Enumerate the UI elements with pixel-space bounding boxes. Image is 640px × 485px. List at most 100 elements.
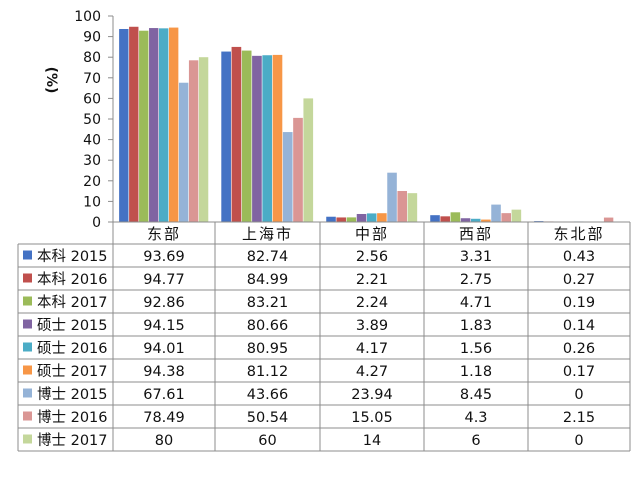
legend-label: 博士 2017	[37, 432, 108, 449]
bar	[282, 132, 293, 222]
legend-swatch	[23, 388, 32, 398]
bar	[119, 28, 129, 223]
bar	[303, 98, 314, 222]
legend-swatch	[23, 319, 32, 329]
bar	[407, 193, 418, 222]
category-label: 东北部	[553, 225, 604, 243]
data-label: 14	[363, 433, 381, 449]
bar	[501, 213, 511, 222]
bar	[129, 26, 139, 222]
y-tick-label: 60	[83, 91, 101, 107]
data-label: 80.95	[247, 341, 289, 357]
y-tick-label: 20	[83, 174, 101, 190]
bar	[397, 190, 407, 222]
category-label: 上海市	[242, 225, 293, 243]
data-label: 3.89	[356, 318, 388, 334]
y-tick-label: 80	[83, 50, 101, 66]
legend-label: 硕士 2015	[37, 317, 108, 334]
data-label: 4.3	[464, 410, 487, 426]
data-label: 67.61	[143, 387, 185, 403]
legend-swatch	[23, 434, 32, 444]
bar	[430, 215, 440, 222]
data-label: 94.01	[143, 341, 185, 357]
legend-label: 博士 2015	[37, 386, 108, 403]
bar	[178, 82, 189, 223]
bar	[366, 213, 377, 222]
data-label: 50.54	[247, 410, 289, 426]
bar	[460, 218, 471, 222]
legend-label: 博士 2016	[37, 409, 108, 426]
y-tick-label: 100	[74, 9, 101, 25]
y-tick-label: 90	[83, 30, 101, 46]
bar	[336, 217, 346, 222]
data-label: 23.94	[351, 387, 393, 403]
bar	[252, 55, 262, 223]
bar	[326, 216, 336, 222]
legend-label: 硕士 2017	[37, 363, 108, 380]
data-label: 4.17	[356, 341, 388, 357]
data-label: 94.15	[143, 318, 185, 334]
data-label: 92.86	[143, 295, 185, 311]
data-label: 2.15	[563, 410, 595, 426]
legend-swatch	[23, 250, 32, 260]
bar	[231, 46, 242, 223]
bar	[387, 172, 397, 222]
bar	[470, 218, 481, 222]
y-axis-label: (%)	[43, 67, 59, 94]
bar	[188, 60, 199, 222]
bar	[198, 57, 209, 223]
data-label: 60	[258, 433, 276, 449]
y-tick-label: 70	[83, 71, 101, 87]
data-label: 15.05	[351, 410, 393, 426]
data-label: 2.21	[356, 272, 388, 288]
data-label: 0.26	[563, 341, 595, 357]
data-label: 1.83	[460, 318, 492, 334]
bar	[221, 51, 231, 222]
bar	[293, 117, 303, 222]
y-tick-label: 40	[83, 133, 101, 149]
data-label: 1.18	[460, 364, 492, 380]
y-tick-label: 0	[92, 215, 101, 231]
data-label: 2.24	[356, 295, 388, 311]
data-label: 80	[155, 433, 173, 449]
data-label: 0.43	[563, 249, 595, 265]
data-label: 1.56	[460, 341, 492, 357]
data-label: 84.99	[247, 272, 289, 288]
data-label: 0.27	[563, 272, 595, 288]
data-label: 43.66	[247, 387, 289, 403]
bar	[168, 27, 179, 223]
data-label: 4.27	[356, 364, 388, 380]
data-label: 81.12	[247, 364, 289, 380]
legend-label: 本科 2015	[37, 248, 108, 265]
category-label: 西部	[459, 225, 493, 243]
y-tick-label: 10	[83, 194, 101, 210]
bar	[511, 209, 522, 222]
data-label: 0	[574, 433, 583, 449]
bar	[262, 55, 273, 223]
bar	[149, 28, 159, 223]
legend-swatch	[23, 411, 32, 421]
data-label: 8.45	[460, 387, 492, 403]
bar	[450, 212, 461, 222]
bar	[356, 213, 367, 222]
bar	[377, 213, 387, 222]
legend-swatch	[23, 296, 32, 306]
data-label: 94.77	[143, 272, 185, 288]
bar	[346, 217, 357, 222]
data-label: 0.19	[563, 295, 595, 311]
category-label: 东部	[147, 225, 181, 243]
data-label: 80.66	[247, 318, 289, 334]
data-label: 6	[471, 433, 480, 449]
bar	[440, 216, 450, 222]
data-label: 83.21	[247, 295, 289, 311]
data-label: 94.38	[143, 364, 185, 380]
y-tick-label: 30	[83, 153, 101, 169]
legend-label: 本科 2017	[37, 294, 108, 311]
legend-swatch	[23, 342, 32, 352]
data-label: 93.69	[143, 249, 185, 265]
data-label: 0.17	[563, 364, 595, 380]
data-label: 82.74	[247, 249, 289, 265]
bar	[603, 217, 614, 222]
bar	[241, 50, 252, 222]
